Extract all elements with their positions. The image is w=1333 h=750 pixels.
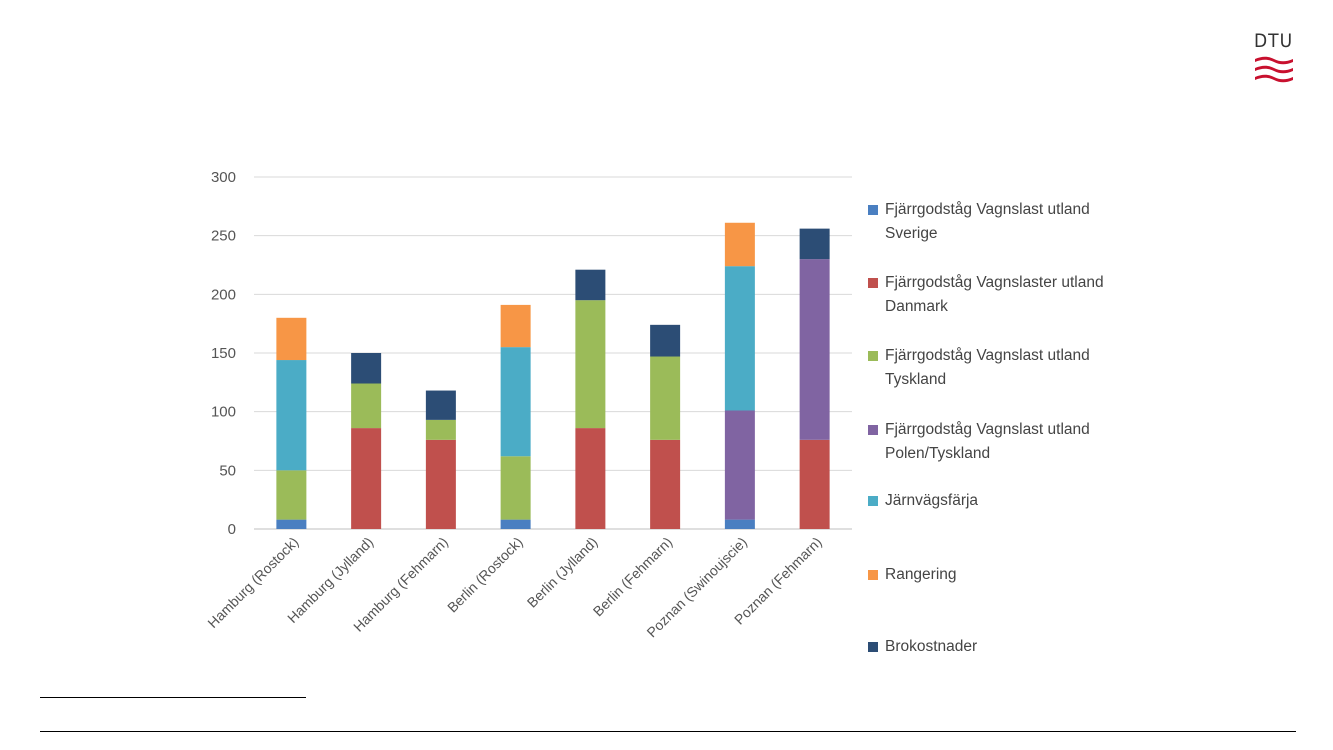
legend-label: Järnvägsfärja (885, 492, 979, 509)
y-tick-label: 100 (211, 404, 236, 421)
bar-segment (500, 519, 531, 529)
legend-swatch (868, 570, 878, 580)
legend-swatch (868, 425, 878, 435)
bar-segment (276, 470, 307, 520)
x-category-label: Berlin (Rostock) (444, 534, 526, 616)
bar-segment (799, 259, 830, 440)
legend-item: Fjärrgodståg Vagnslast utland Tyskland (868, 344, 1168, 392)
y-tick-label: 0 (228, 521, 236, 538)
dtu-logo: DTU (1254, 30, 1294, 90)
bar-segment (425, 439, 456, 529)
y-tick-label: 50 (219, 462, 236, 479)
legend-swatch (868, 205, 878, 215)
x-category-label: Berlin (Jylland) (524, 534, 601, 611)
logo-text: DTU (1254, 30, 1294, 52)
bar-segment (650, 324, 681, 357)
bar-segment (575, 428, 606, 529)
gridlines (254, 176, 852, 530)
dtu-wave-icon (1255, 56, 1293, 83)
legend-item: Järnvägsfärja (868, 489, 1168, 513)
legend-swatch (868, 642, 878, 652)
legend-item: Brokostnader (868, 635, 1168, 659)
bar-segment (724, 519, 755, 529)
bar-segment (500, 456, 531, 520)
legend-label: Fjärrgodståg Vagnslast utland Tyskland (885, 347, 1090, 388)
bar-segment (500, 304, 531, 348)
y-tick-label: 150 (211, 345, 236, 362)
legend-item: Rangering (868, 563, 1168, 587)
x-axis: Hamburg (Rostock)Hamburg (Jylland)Hambur… (204, 534, 824, 641)
y-tick-label: 300 (211, 169, 236, 186)
bar-segment (425, 419, 456, 440)
y-tick-label: 250 (211, 228, 236, 245)
bar-segment (276, 317, 307, 361)
bar-segment (351, 428, 382, 529)
legend-label: Fjärrgodståg Vagnslaster utland Danmark (885, 274, 1104, 315)
bar-segment (724, 266, 755, 411)
legend-swatch (868, 351, 878, 361)
legend-label: Brokostnader (885, 638, 978, 655)
bar-segment (650, 439, 681, 529)
bars (276, 222, 830, 529)
x-category-label: Berlin (Fehmarn) (590, 534, 676, 620)
bar-segment (724, 410, 755, 520)
legend-label: Fjärrgodståg Vagnslast utland Polen/Tysk… (885, 421, 1090, 462)
bar-segment (351, 353, 382, 384)
legend-label: Rangering (885, 566, 957, 583)
bar-segment (799, 439, 830, 529)
legend-item: Fjärrgodståg Vagnslaster utland Danmark (868, 271, 1168, 319)
legend-swatch (868, 496, 878, 506)
y-axis: 0 50 100 150 200 250 300 (211, 169, 236, 538)
bar-segment (500, 347, 531, 457)
bar-segment (650, 356, 681, 440)
legend-item: Fjärrgodståg Vagnslast utland Sverige (868, 198, 1168, 246)
bar-segment (276, 519, 307, 529)
y-tick-label: 200 (211, 286, 236, 303)
bar-segment (724, 222, 755, 267)
bar-segment (425, 390, 456, 420)
footer-rule-long (40, 731, 1296, 732)
bar-segment (799, 228, 830, 260)
bar-segment (351, 383, 382, 429)
legend-label: Fjärrgodståg Vagnslast utland Sverige (885, 201, 1090, 242)
legend-item: Fjärrgodståg Vagnslast utland Polen/Tysk… (868, 418, 1168, 466)
footer-rule-short (40, 697, 306, 698)
bar-segment (276, 360, 307, 471)
bar-segment (575, 300, 606, 429)
bar-segment (575, 269, 606, 301)
legend-swatch (868, 278, 878, 288)
